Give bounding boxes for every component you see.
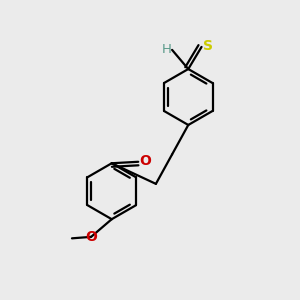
Text: H: H xyxy=(162,43,172,56)
Text: O: O xyxy=(140,154,152,168)
Text: S: S xyxy=(203,39,213,53)
Text: O: O xyxy=(85,230,97,244)
